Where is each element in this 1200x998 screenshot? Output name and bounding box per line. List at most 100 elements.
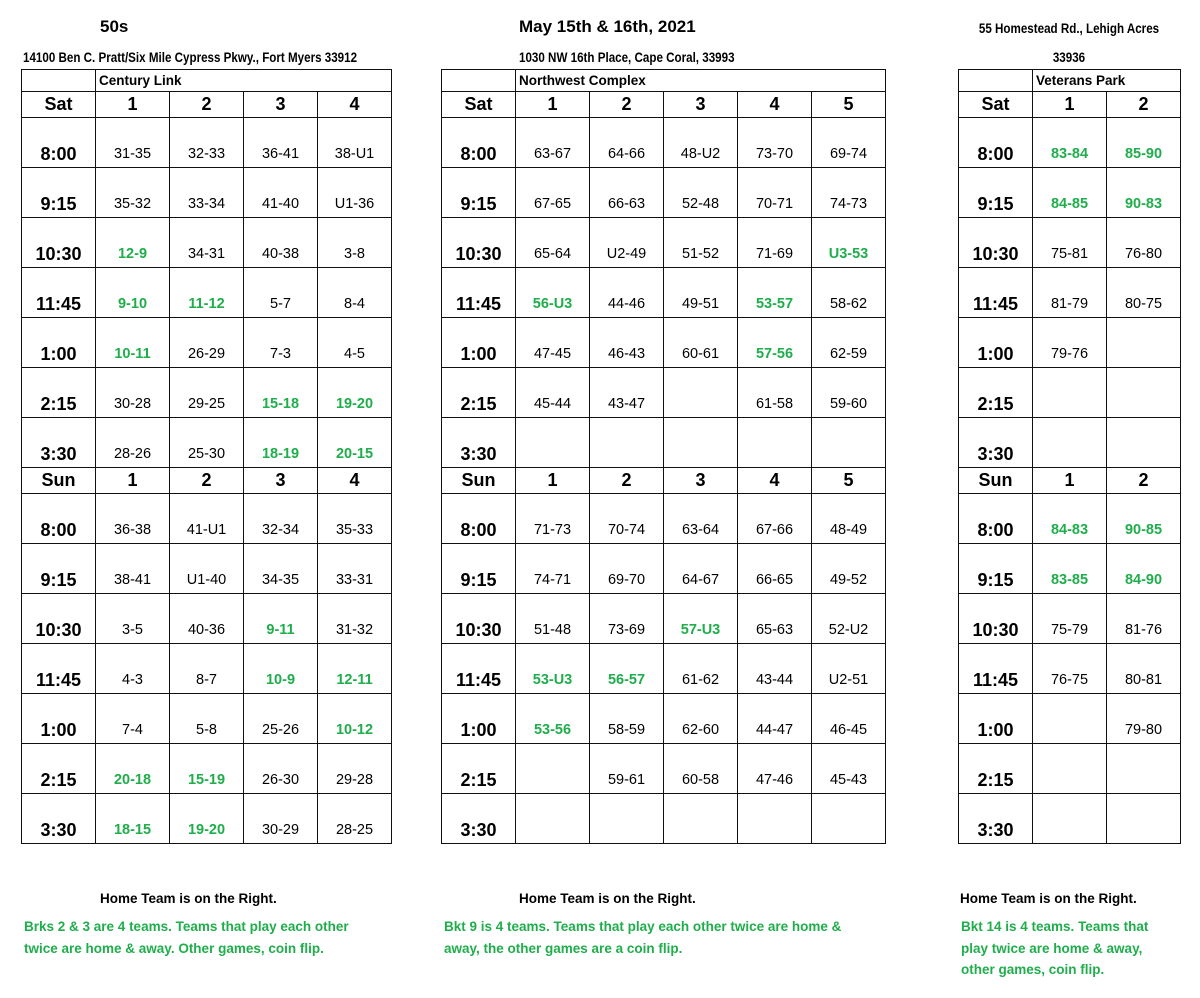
game-cell: 79-80 <box>1106 693 1181 744</box>
game-cell: 71-73 <box>515 493 590 544</box>
bracket-note: Brks 2 & 3 are 4 teams. Teams that play … <box>24 919 349 956</box>
game-cell: 29-25 <box>169 367 244 418</box>
field-number: 4 <box>316 91 393 118</box>
game-cell <box>663 417 738 468</box>
game-cell: 10-9 <box>243 643 318 694</box>
field-number: 3 <box>243 91 318 118</box>
time-label: 11:45 <box>958 267 1033 318</box>
game-cell: 35-33 <box>316 493 393 544</box>
game-cell: 69-70 <box>589 543 664 594</box>
time-slot-row: 2:15 <box>958 367 1181 418</box>
game-cell: 35-32 <box>95 167 170 218</box>
game-cell: 67-66 <box>737 493 812 544</box>
game-cell: 43-47 <box>589 367 664 418</box>
time-label: 2:15 <box>21 743 96 794</box>
game-cell: 79-76 <box>1032 317 1107 368</box>
game-cell: U1-40 <box>169 543 244 594</box>
game-cell: 31-32 <box>316 593 393 644</box>
game-cell: 52-48 <box>663 167 738 218</box>
bracket-note: Bkt 14 is 4 teams. Teams that play twice… <box>961 919 1149 977</box>
game-cell: 52-U2 <box>811 593 886 644</box>
time-label: 2:15 <box>958 743 1033 794</box>
time-slot-row: 11:45 53-U3 56-57 61-62 43-44 U2-51 <box>441 643 886 694</box>
field-number: 1 <box>95 467 170 494</box>
time-slot-row: 11:45 76-75 80-81 <box>958 643 1181 694</box>
game-cell: 83-85 <box>1032 543 1107 594</box>
game-cell: 47-45 <box>515 317 590 368</box>
game-cell <box>1106 367 1181 418</box>
game-cell <box>1106 793 1181 844</box>
game-cell: 25-26 <box>243 693 318 744</box>
field-number: 2 <box>589 467 664 494</box>
game-cell: 38-U1 <box>316 117 393 168</box>
time-label: 1:00 <box>21 317 96 368</box>
game-cell: 28-26 <box>95 417 170 468</box>
game-cell: 20-15 <box>316 417 393 468</box>
time-label: 8:00 <box>21 493 96 544</box>
game-cell: 26-29 <box>169 317 244 368</box>
time-slot-row: 10:30 75-79 81-76 <box>958 593 1181 644</box>
time-slot-row: 10:30 12-9 34-31 40-38 3-8 <box>21 217 393 268</box>
field-number: 3 <box>663 467 738 494</box>
time-label: 3:30 <box>21 793 96 844</box>
game-cell: 63-67 <box>515 117 590 168</box>
game-cell: 10-11 <box>95 317 170 368</box>
time-slot-row: 9:15 35-32 33-34 41-40 U1-36 <box>21 167 393 218</box>
game-cell: 45-43 <box>811 743 886 794</box>
game-cell: 4-5 <box>316 317 393 368</box>
time-slot-row: 8:00 36-38 41-U1 32-34 35-33 <box>21 493 393 544</box>
game-cell: 80-75 <box>1106 267 1181 318</box>
time-slot-row: 10:30 75-81 76-80 <box>958 217 1181 268</box>
game-cell: 49-52 <box>811 543 886 594</box>
venue-row: Veterans Park <box>958 69 1181 92</box>
game-cell: 25-30 <box>169 417 244 468</box>
game-cell: 83-84 <box>1032 117 1107 168</box>
time-label: 11:45 <box>21 643 96 694</box>
game-cell: 7-3 <box>243 317 318 368</box>
time-slot-row: 8:00 31-35 32-33 36-41 38-U1 <box>21 117 393 168</box>
game-cell: 84-90 <box>1106 543 1181 594</box>
game-cell: U2-51 <box>811 643 886 694</box>
game-cell: 73-70 <box>737 117 812 168</box>
game-cell: 47-46 <box>737 743 812 794</box>
time-label: 1:00 <box>958 693 1033 744</box>
time-label: 9:15 <box>21 543 96 594</box>
game-cell <box>737 793 812 844</box>
right-address-line2: 33936 <box>1052 50 1086 65</box>
game-cell: 61-58 <box>737 367 812 418</box>
game-cell <box>1032 793 1107 844</box>
game-cell: 73-69 <box>589 593 664 644</box>
game-cell: 32-34 <box>243 493 318 544</box>
time-label: 9:15 <box>958 167 1033 218</box>
game-cell: 45-44 <box>515 367 590 418</box>
game-cell: 64-67 <box>663 543 738 594</box>
day-label: Sun <box>958 467 1033 494</box>
game-cell: 5-8 <box>169 693 244 744</box>
time-slot-row: 9:15 74-71 69-70 64-67 66-65 49-52 <box>441 543 886 594</box>
time-slot-row: 3:30 28-26 25-30 18-19 20-15 <box>21 417 393 468</box>
time-slot-row: 3:30 18-15 19-20 30-29 28-25 <box>21 793 393 844</box>
time-slot-row: 1:00 47-45 46-43 60-61 57-56 62-59 <box>441 317 886 368</box>
game-cell <box>589 417 664 468</box>
field-number: 2 <box>169 91 244 118</box>
game-cell: 80-81 <box>1106 643 1181 694</box>
game-cell: 19-20 <box>316 367 393 418</box>
game-cell: 31-35 <box>95 117 170 168</box>
time-slot-row: 1:00 79-76 <box>958 317 1181 368</box>
field-number: 1 <box>515 91 590 118</box>
field-number: 1 <box>1032 91 1107 118</box>
middle-address: 1030 NW 16th Place, Cape Coral, 33993 <box>519 50 735 65</box>
day-header-row: Sun 1 2 3 4 5 <box>441 467 886 494</box>
time-slot-row: 11:45 81-79 80-75 <box>958 267 1181 318</box>
field-number: 1 <box>1032 467 1107 494</box>
venue-name: Northwest Complex <box>515 69 886 92</box>
game-cell: 57-U3 <box>663 593 738 644</box>
day-label: Sun <box>21 467 96 494</box>
game-cell: 51-52 <box>663 217 738 268</box>
time-slot-row: 8:00 63-67 64-66 48-U2 73-70 69-74 <box>441 117 886 168</box>
game-cell: 60-61 <box>663 317 738 368</box>
time-label: 1:00 <box>958 317 1033 368</box>
schedule-table-century-link: Century Link Sat 1 2 3 4 8:00 31-35 32-33 36-41 38… <box>21 69 393 844</box>
game-cell: 20-18 <box>95 743 170 794</box>
game-cell <box>1032 693 1107 744</box>
